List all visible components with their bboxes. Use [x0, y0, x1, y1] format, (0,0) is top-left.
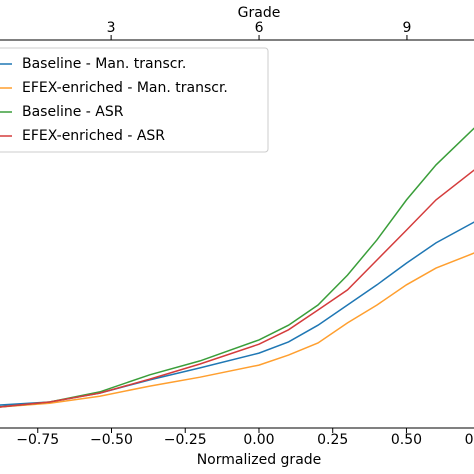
series-line: [0, 169, 474, 408]
top-tick-label: 3: [107, 20, 116, 36]
x-tick-label: −0.50: [90, 432, 133, 448]
x-axis-label: Normalized grade: [197, 452, 322, 468]
top-tick-label: 9: [402, 20, 411, 36]
x-tick-label: 0.00: [243, 432, 274, 448]
legend-label: EFEX-enriched - Man. transcr.: [22, 80, 228, 96]
top-tick-label: 6: [255, 20, 264, 36]
x-tick-label: 0.25: [317, 432, 348, 448]
x-tick-label: 0.50: [391, 432, 422, 448]
series-line: [0, 221, 474, 406]
legend-label: Baseline - Man. transcr.: [22, 56, 186, 72]
series-line: [0, 252, 474, 408]
x-tick-label: −0.75: [16, 432, 59, 448]
top-axis-label: Grade: [238, 5, 281, 21]
x-tick-label: −0.25: [164, 432, 207, 448]
legend-box: [0, 47, 269, 153]
series-line: [0, 127, 474, 408]
x-tick-label: 0.75: [465, 432, 474, 448]
legend-label: Baseline - ASR: [22, 104, 124, 120]
legend-label: EFEX-enriched - ASR: [22, 128, 165, 144]
